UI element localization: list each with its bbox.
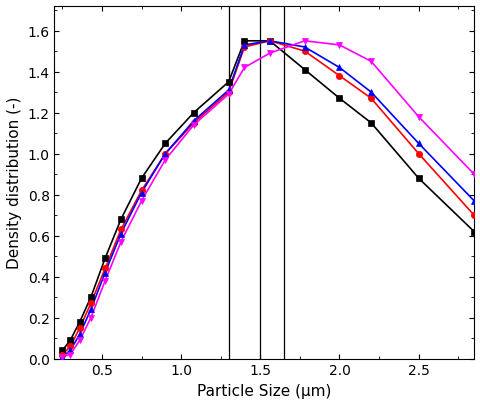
X-axis label: Particle Size (μm): Particle Size (μm)	[197, 383, 331, 398]
Y-axis label: Density distribution (-): Density distribution (-)	[7, 97, 22, 269]
